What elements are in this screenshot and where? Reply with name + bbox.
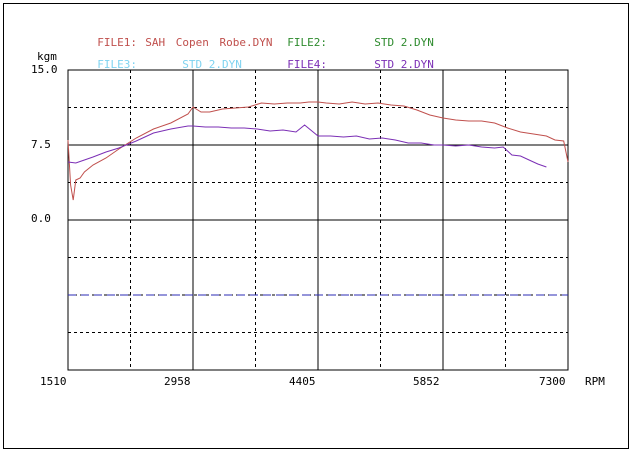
- series-line-2: [67, 124, 547, 168]
- y-tick-label-top: 15.0: [31, 63, 58, 76]
- legend-file2-label: FILE2:: [287, 36, 327, 49]
- series-line-1: [67, 101, 569, 201]
- x-tick-label-4: 7300: [539, 375, 566, 388]
- legend-file4-name: STD 2.DYN: [374, 58, 434, 71]
- y-tick-label-mid: 7.5: [31, 138, 51, 151]
- y-axis-unit-label: kgm: [37, 50, 57, 63]
- x-axis-unit-label: RPM: [585, 375, 605, 388]
- legend-file3-label: FILE3:: [97, 58, 137, 71]
- legend-file2-name-wrap: STD 2.DYN: [361, 23, 434, 49]
- x-tick-label-1: 2958: [164, 375, 191, 388]
- x-tick-label-3: 5852: [413, 375, 440, 388]
- legend-file4-name-wrap: STD 2.DYN: [361, 45, 434, 71]
- x-tick-label-2: 4405: [289, 375, 316, 388]
- legend-file2-name: STD 2.DYN: [374, 36, 434, 49]
- legend-file2-label-wrap: FILE2:: [274, 23, 327, 49]
- legend-file3-name-wrap: STD 2.DYN: [169, 45, 242, 71]
- legend-file3-label-wrap: FILE3:: [84, 45, 137, 71]
- legend-file4-label: FILE4:: [287, 58, 327, 71]
- legend-file1-label: FILE1:: [97, 36, 137, 49]
- legend-file4-label-wrap: FILE4:: [274, 45, 327, 71]
- legend-file1-name-wrap: SAH Copen Robe.DYN: [132, 23, 272, 49]
- x-tick-label-0: 1510: [40, 375, 67, 388]
- y-tick-label-zero: 0.0: [31, 212, 51, 225]
- legend-file1-name: SAH Copen Robe.DYN: [145, 36, 273, 49]
- chart-frame: [3, 3, 629, 449]
- legend-file3-name: STD 2.DYN: [182, 58, 242, 71]
- legend-row-1: FILE1:: [84, 23, 137, 49]
